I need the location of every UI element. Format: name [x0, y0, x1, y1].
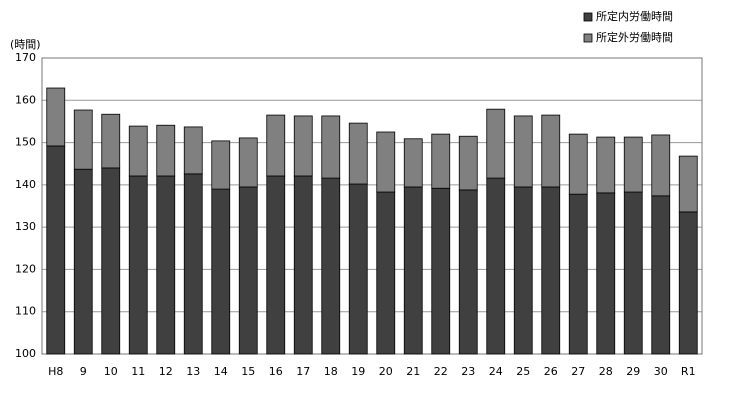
bar-segment	[183, 173, 203, 355]
bar-segment	[156, 124, 176, 177]
bar-segment	[541, 186, 561, 355]
bar-segment	[128, 175, 148, 355]
bar-segment	[101, 167, 121, 355]
bar-segment	[73, 109, 93, 170]
x-tick-label: 13	[186, 365, 200, 378]
y-tick-label: 150	[15, 136, 36, 149]
y-tick-label: 170	[15, 51, 36, 64]
x-tick-label: 22	[434, 365, 448, 378]
y-tick-label: 120	[15, 262, 36, 275]
bar-segment	[623, 191, 643, 355]
bar-segment	[568, 193, 588, 355]
bar-segment	[376, 131, 396, 193]
x-tick-label: 15	[241, 365, 255, 378]
x-tick-label: 17	[296, 365, 310, 378]
bar-segment	[403, 186, 423, 355]
bar-segment	[403, 138, 423, 188]
bar-segment	[211, 140, 231, 190]
bar-segment	[678, 155, 698, 213]
x-tick-label: 21	[406, 365, 420, 378]
bar-segment	[678, 211, 698, 355]
bar-segment	[486, 108, 506, 179]
y-tick-label: 130	[15, 220, 36, 233]
y-tick-label: 110	[15, 305, 36, 318]
x-tick-label: 23	[461, 365, 475, 378]
x-tick-label: 28	[599, 365, 613, 378]
bar-segment	[293, 175, 313, 355]
bar-segment	[596, 136, 616, 194]
plot-frame	[41, 57, 703, 355]
bar-segment	[541, 114, 561, 188]
legend-swatch	[583, 33, 593, 43]
bar-segment	[348, 122, 368, 185]
legend-swatch	[583, 12, 593, 22]
x-tick-label: 16	[269, 365, 283, 378]
bar-segment	[266, 114, 286, 177]
bar-segment	[266, 175, 286, 355]
bar-segment	[73, 168, 93, 355]
bar-segment	[128, 125, 148, 177]
y-tick-label: 140	[15, 178, 36, 191]
bar-segment	[513, 186, 533, 355]
bar-segment	[211, 188, 231, 355]
bar-segment	[623, 136, 643, 193]
x-tick-label: 12	[159, 365, 173, 378]
bar-segment	[293, 115, 313, 177]
x-tick-label: 19	[351, 365, 365, 378]
x-tick-label: 27	[571, 365, 585, 378]
x-tick-label: 11	[131, 365, 145, 378]
bar-segment	[458, 189, 478, 355]
bar-segment	[458, 135, 478, 191]
bar-segment	[183, 126, 203, 175]
legend-label: 所定内労働時間	[596, 9, 673, 23]
x-tick-label: 18	[324, 365, 338, 378]
bar-segment	[513, 115, 533, 188]
x-tick-label: 24	[489, 365, 503, 378]
bar-segment	[431, 187, 451, 355]
y-axis-label: (時間)	[10, 38, 41, 51]
bar-segment	[651, 134, 671, 197]
bar-segment	[238, 186, 258, 355]
y-tick-label: 160	[15, 93, 36, 106]
bar-segment	[431, 133, 451, 189]
bar-segment	[376, 191, 396, 355]
bar-segment	[486, 177, 506, 355]
bar-segment	[321, 177, 341, 355]
x-tick-label: 10	[104, 365, 118, 378]
bar-segment	[156, 175, 176, 355]
bar-segment	[348, 183, 368, 355]
bar-segment	[568, 133, 588, 195]
x-tick-label: 29	[626, 365, 640, 378]
x-tick-label: 25	[516, 365, 530, 378]
x-tick-label: 30	[654, 365, 668, 378]
x-tick-label: 9	[80, 365, 87, 378]
x-tick-label: R1	[681, 365, 696, 378]
bar-segment	[46, 87, 66, 147]
y-tick-label: 100	[15, 347, 36, 360]
bar-segment	[651, 195, 671, 355]
bar-segment	[321, 115, 341, 179]
bar-segment	[101, 113, 121, 169]
bar-segment	[596, 192, 616, 355]
x-tick-label: 14	[214, 365, 228, 378]
x-tick-label: 20	[379, 365, 393, 378]
x-tick-label: 26	[544, 365, 558, 378]
bar-segment	[46, 145, 66, 355]
bar-segment	[238, 137, 258, 188]
legend-label: 所定外労働時間	[596, 30, 673, 44]
x-tick-label: H8	[48, 365, 63, 378]
